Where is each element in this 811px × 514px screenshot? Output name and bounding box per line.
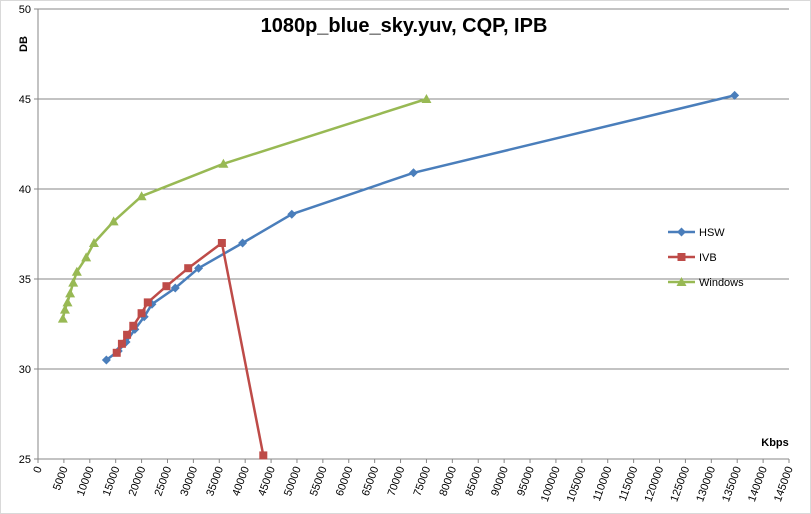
data-point-ivb — [129, 321, 138, 330]
data-point-hsw — [238, 238, 248, 248]
y-tick-label: 50 — [19, 4, 31, 16]
y-tick-label: 45 — [19, 94, 31, 106]
x-tick-label: 135000 — [720, 465, 744, 504]
data-point-ivb — [162, 282, 171, 291]
legend: HSW IVB Windows — [668, 227, 744, 289]
legend-label-hsw: HSW — [699, 227, 725, 239]
data-point-ivb — [259, 451, 268, 460]
x-tick-label: 10000 — [75, 465, 97, 498]
series-hsw — [101, 90, 740, 365]
y-tick-label: 30 — [19, 364, 31, 376]
x-tick-label: 140000 — [746, 465, 770, 504]
data-point-windows — [68, 277, 79, 287]
x-tick-label: 105000 — [565, 465, 589, 504]
data-point-hsw — [101, 355, 111, 365]
x-tick-label: 120000 — [643, 465, 667, 504]
legend-marker-windows — [676, 277, 687, 286]
x-tick-label: 80000 — [437, 465, 459, 498]
x-tick-label: 130000 — [694, 465, 718, 504]
data-point-windows — [57, 313, 68, 323]
series-line-ivb — [115, 241, 265, 456]
series-windows — [57, 94, 432, 323]
x-tick-label: 15000 — [101, 465, 123, 498]
series-ivb — [112, 239, 268, 460]
data-point-windows — [136, 191, 147, 201]
data-point-ivb — [184, 264, 193, 273]
x-tick-label: 45000 — [256, 465, 278, 498]
y-axis-title: DB — [18, 36, 30, 52]
legend-marker-hsw — [677, 227, 686, 237]
series-layer — [57, 90, 740, 460]
data-point-windows — [81, 252, 92, 262]
gridlines — [38, 8, 789, 370]
data-point-hsw — [287, 209, 297, 219]
legend-item-ivb: IVB — [668, 252, 717, 264]
y-tick-label: 35 — [19, 274, 31, 286]
data-point-windows — [421, 94, 432, 103]
x-tick-label: 95000 — [515, 465, 537, 498]
x-tick-label: 115000 — [617, 465, 641, 503]
axes — [34, 8, 790, 463]
data-point-windows — [62, 297, 73, 307]
legend-marker-ivb — [677, 253, 686, 261]
data-point-hsw — [730, 90, 740, 100]
x-tick-label: 100000 — [539, 465, 563, 504]
x-tick-label: 30000 — [178, 465, 200, 498]
data-point-hsw — [170, 283, 180, 293]
x-tick-label: 0 — [31, 465, 44, 475]
data-point-hsw — [409, 168, 418, 178]
x-tick-label: 70000 — [386, 465, 408, 498]
x-tick-label: 25000 — [153, 465, 175, 498]
legend-item-windows: Windows — [668, 277, 744, 289]
data-point-hsw — [194, 263, 204, 273]
data-point-ivb — [112, 348, 121, 357]
data-point-windows — [59, 304, 70, 314]
x-tick-label: 35000 — [204, 465, 226, 498]
data-point-ivb — [137, 309, 146, 318]
x-tick-label: 145000 — [772, 465, 796, 504]
data-point-ivb — [143, 298, 152, 307]
data-point-ivb — [123, 330, 132, 339]
x-tick-label: 90000 — [489, 465, 511, 498]
x-tick-label: 20000 — [127, 465, 149, 498]
x-axis-title: Kbps — [761, 437, 789, 449]
series-line-windows — [61, 97, 427, 319]
x-tick-label: 5000 — [51, 465, 71, 492]
x-tick-label: 110000 — [591, 465, 615, 503]
x-tick-label: 65000 — [360, 465, 382, 498]
legend-item-hsw: HSW — [668, 227, 725, 239]
x-tick-label: 60000 — [334, 465, 356, 498]
data-point-windows — [218, 158, 229, 168]
data-point-windows — [88, 238, 99, 247]
legend-label-windows: Windows — [699, 277, 744, 289]
legend-label-ivb: IVB — [699, 252, 717, 264]
x-tick-label: 50000 — [282, 465, 304, 498]
y-tick-label: 25 — [19, 454, 31, 466]
series-line-hsw — [105, 94, 735, 361]
x-tick-label: 125000 — [668, 465, 692, 504]
x-tick-label: 40000 — [230, 465, 252, 498]
data-point-windows — [71, 266, 82, 276]
data-point-ivb — [217, 239, 226, 247]
x-tick-label: 55000 — [308, 465, 330, 498]
data-point-windows — [108, 216, 119, 226]
data-point-ivb — [117, 339, 126, 348]
y-tick-label: 40 — [19, 184, 31, 196]
data-point-windows — [65, 288, 76, 298]
chart-title: 1080p_blue_sky.yuv, CQP, IPB — [261, 15, 548, 37]
x-tick-label: 85000 — [463, 465, 485, 498]
x-tick-label: 75000 — [412, 465, 434, 498]
